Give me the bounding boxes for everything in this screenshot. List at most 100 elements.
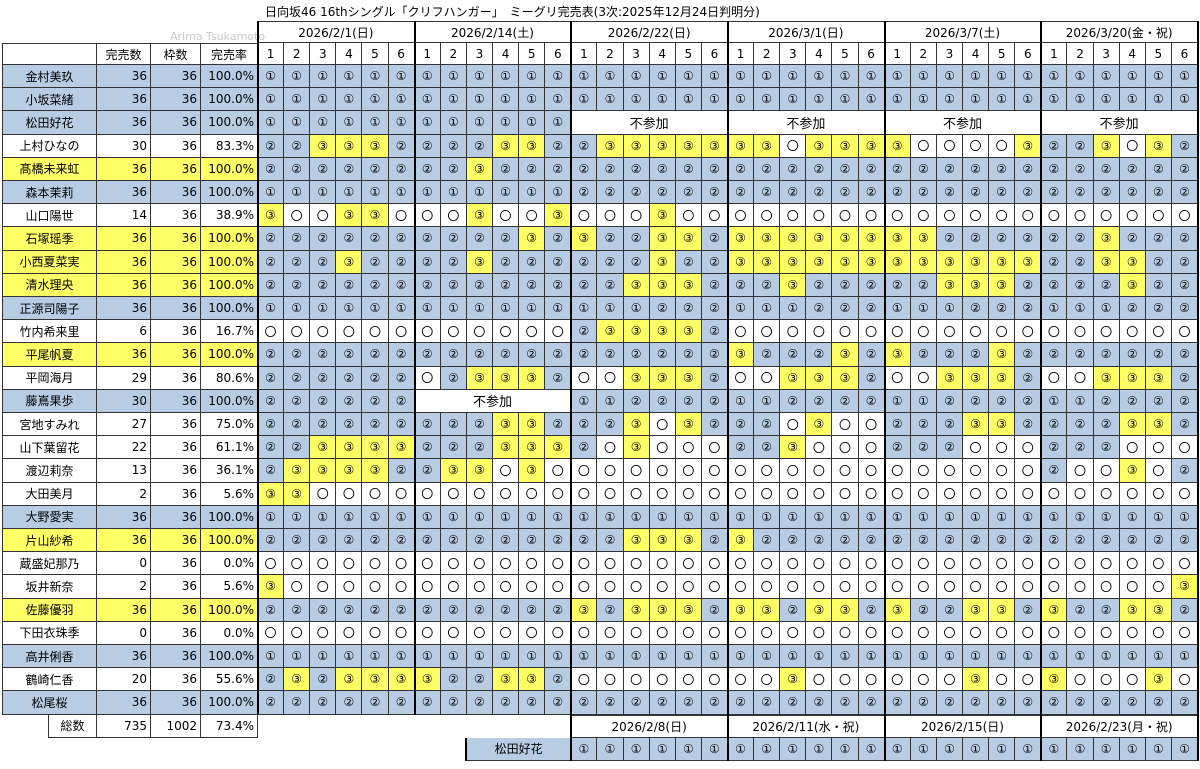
slot-status: ② xyxy=(1171,157,1198,181)
slot-status: ② xyxy=(989,691,1016,715)
sold-rate: 100.0% xyxy=(201,111,258,135)
date-header: 2026/3/20(金・祝) xyxy=(1041,21,1198,43)
slot-status: ② xyxy=(362,366,389,390)
slot-status: ② xyxy=(675,297,702,321)
slot-status: 〇 xyxy=(1093,621,1120,645)
slot-status: ② xyxy=(936,157,963,181)
sold-count: 20 xyxy=(97,668,151,692)
slot-status: ② xyxy=(936,343,963,367)
group-separator xyxy=(465,737,467,761)
slot-status: ② xyxy=(1067,134,1094,158)
slot-status: ② xyxy=(440,366,467,390)
slot-status: ① xyxy=(1041,88,1068,112)
slot-status: ② xyxy=(1041,181,1068,205)
slot-status: ③ xyxy=(284,482,311,506)
group-separator xyxy=(1197,714,1200,761)
slot-status: ① xyxy=(1119,65,1146,89)
slot-status: 〇 xyxy=(1067,459,1094,483)
slot-status: ① xyxy=(571,389,598,413)
slot-status: ② xyxy=(1171,389,1198,413)
slot-status: ② xyxy=(910,436,937,460)
slot-status: 〇 xyxy=(754,482,781,506)
slot-status: ③ xyxy=(1145,413,1172,437)
slot-status: ① xyxy=(1067,505,1094,529)
slot-status: 〇 xyxy=(258,621,285,645)
slot-status: 〇 xyxy=(963,134,990,158)
slot-status: ① xyxy=(1015,88,1042,112)
sold-rate: 5.6% xyxy=(201,575,258,599)
slot-status: ① xyxy=(310,645,337,669)
slot-status: ② xyxy=(571,250,598,274)
slot-status: ① xyxy=(675,65,702,89)
slot-status: ② xyxy=(258,157,285,181)
slot-status: ① xyxy=(388,505,415,529)
slot-status: 〇 xyxy=(910,366,937,390)
slot-status: ② xyxy=(1067,598,1094,622)
slot-status: ② xyxy=(466,413,493,437)
slot-status: ② xyxy=(1067,691,1094,715)
slot-status: ② xyxy=(1145,691,1172,715)
slot-status: 〇 xyxy=(701,668,728,692)
slot-status: ① xyxy=(1067,645,1094,669)
slot-status: 〇 xyxy=(989,459,1016,483)
sold-count: 29 xyxy=(97,366,151,390)
slot-status: ② xyxy=(493,273,520,297)
sold-count: 36 xyxy=(97,65,151,89)
slot-status: ① xyxy=(858,645,885,669)
slot-status: 〇 xyxy=(623,204,650,228)
extra-member-name: 松田好花 xyxy=(466,737,572,761)
slot-status: ② xyxy=(936,227,963,251)
slot-status: 〇 xyxy=(701,204,728,228)
date-header-extra: 2026/2/11(水・祝) xyxy=(728,714,885,738)
slot-status: ① xyxy=(963,645,990,669)
slot-status: 〇 xyxy=(806,459,833,483)
slot-status: 〇 xyxy=(1041,204,1068,228)
slot-status: 〇 xyxy=(806,436,833,460)
slot-status: 〇 xyxy=(963,575,990,599)
slot-status: ② xyxy=(466,668,493,692)
slot-status: ② xyxy=(910,413,937,437)
slot-status: ② xyxy=(336,273,363,297)
slot-status: ② xyxy=(1067,413,1094,437)
slot-status: 〇 xyxy=(910,134,937,158)
slot-status: ② xyxy=(1041,459,1068,483)
slot-status: ② xyxy=(936,598,963,622)
slot-status: ② xyxy=(884,413,911,437)
member-name: 坂井新奈 xyxy=(2,575,97,599)
slot-status: ② xyxy=(258,668,285,692)
slot-count: 36 xyxy=(151,505,201,529)
sold-rate: 100.0% xyxy=(201,389,258,413)
slot-status: ② xyxy=(1093,436,1120,460)
slot-status: ② xyxy=(545,598,572,622)
slot-status: 〇 xyxy=(806,320,833,344)
slot-status: ② xyxy=(1171,413,1198,437)
slot-status: ② xyxy=(466,343,493,367)
slot-status: ① xyxy=(936,737,963,761)
slot-status: 〇 xyxy=(1015,204,1042,228)
slot-status: 〇 xyxy=(414,482,441,506)
slot-status: ① xyxy=(1119,505,1146,529)
slot-status: 〇 xyxy=(597,575,624,599)
part-number-header: 1 xyxy=(728,43,755,65)
sold-rate: 100.0% xyxy=(201,88,258,112)
slot-status: ② xyxy=(545,134,572,158)
slot-status: ③ xyxy=(649,366,676,390)
slot-status: 〇 xyxy=(1171,621,1198,645)
slot-status: ② xyxy=(571,157,598,181)
slot-status: 〇 xyxy=(414,366,441,390)
slot-status: 〇 xyxy=(545,320,572,344)
slot-status: ② xyxy=(310,366,337,390)
slot-status: ③ xyxy=(310,436,337,460)
slot-status: ① xyxy=(388,181,415,205)
slot-status: 〇 xyxy=(675,621,702,645)
slot-status: ① xyxy=(1067,88,1094,112)
slot-status: 〇 xyxy=(310,482,337,506)
slot-status: 〇 xyxy=(649,413,676,437)
sold-rate: 0.0% xyxy=(201,552,258,576)
group-separator xyxy=(883,21,886,715)
slot-status: ① xyxy=(466,181,493,205)
slot-status: ① xyxy=(754,88,781,112)
part-number-header: 5 xyxy=(519,43,546,65)
member-name: 石塚瑶季 xyxy=(2,227,97,251)
slot-status: ② xyxy=(545,250,572,274)
